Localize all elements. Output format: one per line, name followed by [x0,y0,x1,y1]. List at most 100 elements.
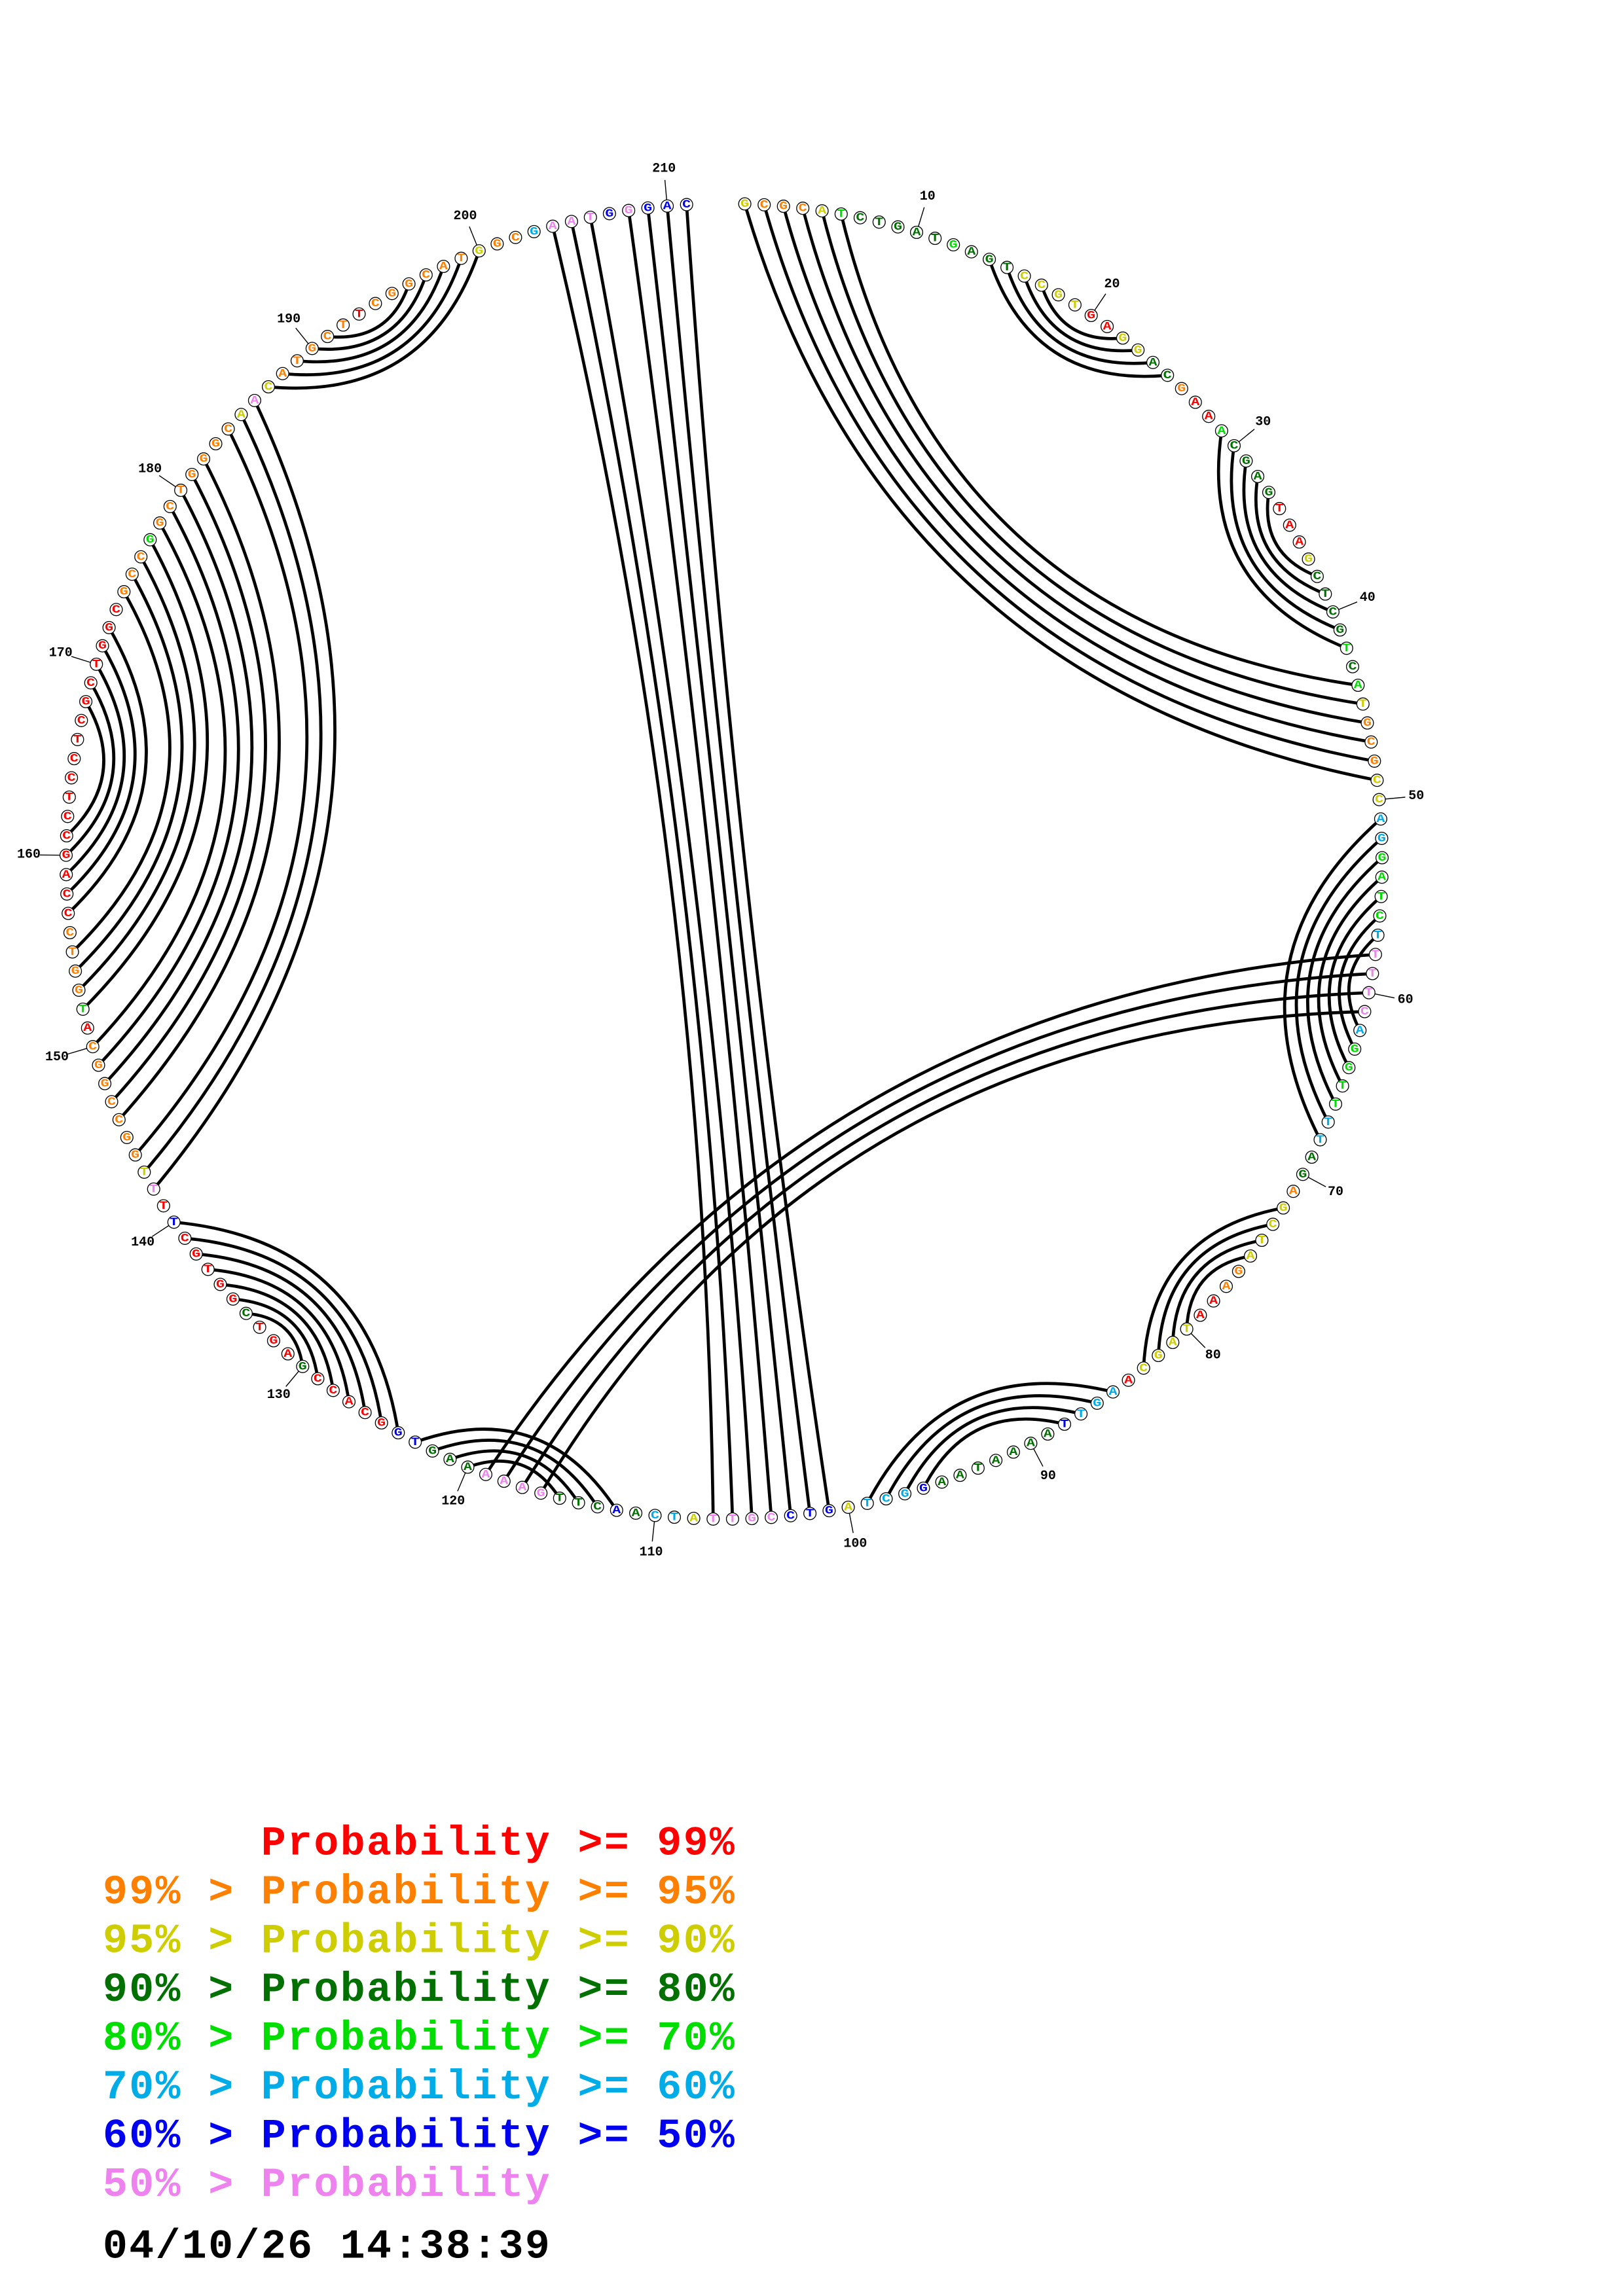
svg-text:C: C [1373,774,1382,787]
svg-text:T: T [1258,1234,1266,1247]
svg-text:210: 210 [652,162,676,177]
svg-text:G: G [299,1360,307,1373]
svg-text:C: C [760,198,769,211]
svg-text:A: A [518,1481,527,1494]
svg-text:80% > Probability >= 70%: 80% > Probability >= 70% [103,2016,736,2062]
svg-text:A: A [956,1469,965,1482]
svg-text:T: T [670,1511,679,1524]
svg-text:A: A [1124,1374,1133,1387]
svg-text:C: C [511,231,520,244]
svg-text:T: T [149,1183,158,1196]
svg-text:T: T [1364,986,1373,999]
svg-text:A: A [83,1022,92,1035]
svg-text:T: T [863,1497,871,1510]
svg-text:A: A [1247,1250,1256,1263]
svg-text:G: G [1177,382,1186,395]
svg-text:G: G [901,1488,909,1501]
svg-text:G: G [1134,344,1142,357]
svg-text:80: 80 [1205,1348,1221,1363]
svg-text:C: C [361,1407,370,1420]
svg-text:T: T [1316,1134,1324,1147]
svg-text:G: G [985,253,994,266]
svg-text:T: T [1368,967,1377,980]
svg-text:A: A [689,1512,699,1525]
svg-text:A: A [345,1395,354,1408]
svg-text:C: C [1376,910,1385,923]
svg-text:C: C [1367,736,1376,749]
svg-text:C: C [62,830,71,843]
svg-text:G: G [1242,455,1250,468]
svg-text:60% > Probability >= 50%: 60% > Probability >= 50% [103,2113,736,2160]
svg-text:G: G [1118,332,1127,345]
svg-text:C: C [1037,279,1046,292]
svg-text:T: T [1324,1116,1332,1129]
svg-text:99% > Probability >= 95%: 99% > Probability >= 95% [103,1869,736,1916]
svg-text:90: 90 [1040,1469,1056,1484]
svg-text:A: A [1377,871,1387,884]
svg-text:T: T [586,211,594,224]
svg-text:G: G [1234,1265,1243,1278]
svg-text:G: G [625,204,633,217]
svg-text:T: T [65,791,73,804]
svg-text:T: T [974,1462,982,1475]
svg-text:T: T [68,946,77,959]
svg-text:G: G [605,207,613,221]
svg-text:G: G [71,965,80,978]
svg-text:C: C [65,927,75,940]
svg-text:C: C [242,1307,251,1320]
svg-text:A: A [818,205,827,218]
svg-text:180: 180 [138,462,162,477]
svg-text:G: G [120,586,128,599]
svg-text:G: G [1279,1202,1288,1215]
svg-text:G: G [537,1487,545,1500]
svg-text:90% > Probability >= 80%: 90% > Probability >= 80% [103,1967,736,2013]
svg-text:G: G [308,342,316,355]
svg-text:A: A [1027,1437,1036,1450]
svg-text:C: C [115,1113,124,1126]
svg-text:A: A [992,1454,1001,1467]
svg-text:T: T [1374,929,1382,942]
svg-text:T: T [806,1507,814,1520]
svg-text:T: T [79,1003,87,1016]
svg-text:G: G [394,1427,403,1440]
svg-text:A: A [1285,519,1294,532]
svg-text:A: A [632,1507,641,1520]
svg-text:A: A [1044,1428,1053,1441]
svg-text:G: G [1377,832,1386,845]
svg-text:T: T [339,319,348,332]
svg-text:A: A [439,260,448,274]
svg-text:C: C [128,568,137,581]
svg-text:A: A [1191,396,1200,409]
svg-text:T: T [457,252,465,265]
svg-text:C: C [1349,660,1358,673]
svg-text:A: A [62,869,71,882]
svg-text:C: C [64,907,73,920]
svg-text:T: T [1061,1418,1069,1431]
svg-text:G: G [1054,289,1063,302]
svg-text:A: A [278,367,287,380]
svg-text:G: G [388,287,396,300]
svg-text:C: C [63,888,72,901]
svg-text:C: C [67,772,77,785]
svg-text:T: T [159,1200,168,1213]
svg-text:G: G [825,1505,833,1518]
svg-text:T: T [411,1436,420,1449]
svg-text:C: C [422,269,431,282]
svg-text:G: G [1304,553,1313,566]
svg-text:G: G [949,239,958,252]
svg-text:C: C [593,1501,602,1514]
svg-text:G: G [1351,1043,1359,1056]
svg-text:G: G [405,278,413,291]
svg-text:G: G [493,238,501,251]
svg-text:70% > Probability >= 60%: 70% > Probability >= 60% [103,2064,736,2111]
svg-text:T: T [1077,1408,1085,1421]
svg-text:A: A [663,200,672,213]
svg-text:T: T [1371,948,1379,961]
svg-text:C: C [314,1372,323,1386]
svg-text:G: G [1363,717,1372,730]
svg-text:C: C [224,423,233,436]
svg-text:G: G [228,1293,237,1306]
svg-text:T: T [1377,890,1385,903]
svg-text:A: A [938,1476,947,1489]
svg-text:T: T [140,1166,149,1179]
